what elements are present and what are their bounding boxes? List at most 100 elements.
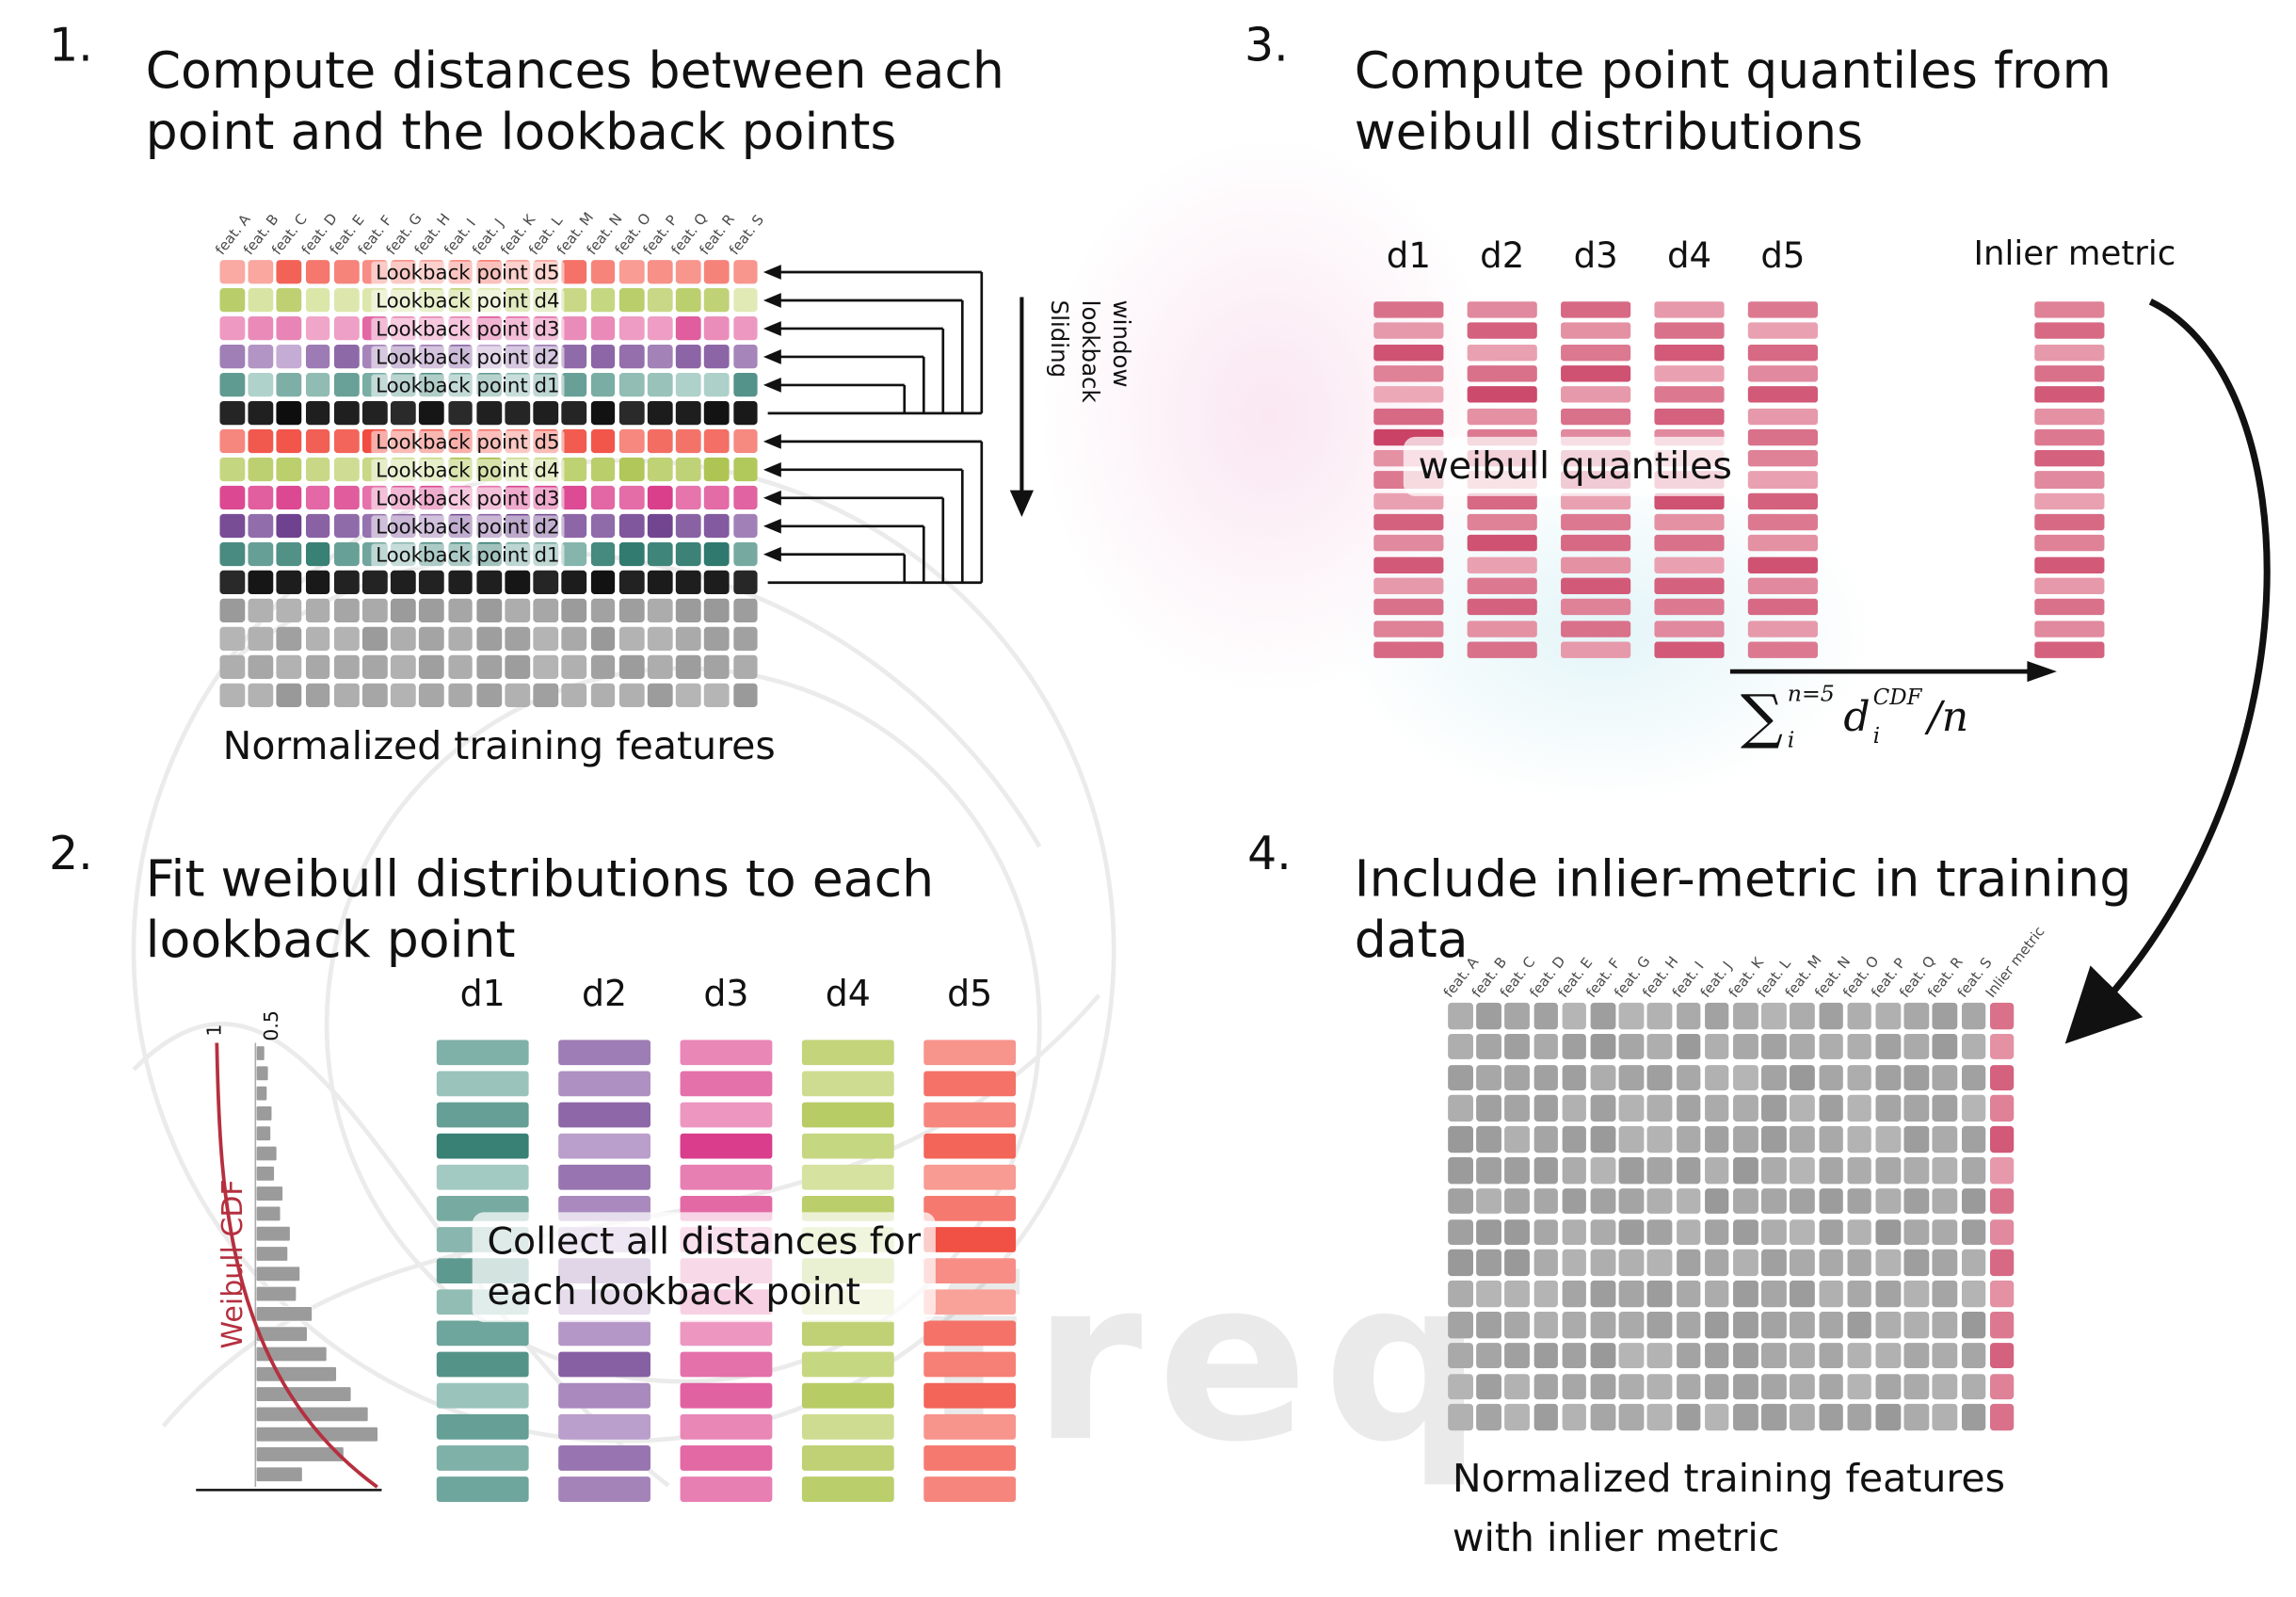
feature-cell: [1590, 1064, 1615, 1091]
quantile-bar: [1654, 513, 1725, 531]
feature-cell: [1961, 1126, 1986, 1153]
feature-cell: [1933, 1342, 1958, 1369]
feature-cell: [333, 372, 360, 397]
feature-cell: [1590, 1156, 1615, 1184]
feature-cell: [1476, 1033, 1501, 1060]
feature-cell: [248, 428, 274, 454]
quantile-bar: [1561, 301, 1631, 318]
feature-cell: [1733, 1250, 1758, 1277]
quantile-bar: [1561, 344, 1631, 362]
feature-cell: [1790, 1373, 1815, 1400]
feature-cell: [277, 541, 302, 567]
feature-cell: [1790, 1095, 1815, 1122]
feature-cell: [1448, 1404, 1473, 1431]
feature-cell: [333, 598, 360, 623]
feature-cell: [1761, 1033, 1787, 1060]
sum-limits: n=5 i: [1788, 683, 1835, 752]
feature-cell: [1618, 1187, 1645, 1215]
feature-cell: [219, 428, 245, 454]
feature-cell: [732, 288, 759, 313]
distance-bar: [801, 1351, 894, 1378]
feature-cell: [1875, 1095, 1901, 1122]
feature-cell: [305, 428, 330, 454]
feature-cell: [1676, 1342, 1701, 1369]
feature-cell: [1562, 1095, 1587, 1122]
quantile-bar: [1747, 344, 1818, 362]
feature-cell: [447, 626, 474, 652]
distance-bar: [436, 1476, 529, 1503]
quantile-bar: [1373, 577, 1444, 595]
feature-cell: [248, 513, 274, 539]
feature-cell: [590, 598, 616, 623]
feature-cell: [219, 598, 245, 623]
feature-cell: [1533, 1373, 1559, 1400]
feature-cell: [476, 654, 502, 680]
feature-cell: [1761, 1404, 1787, 1431]
feature-cell: [1618, 1126, 1645, 1153]
feature-cell: [1476, 1281, 1501, 1307]
quantile-bar: [1467, 556, 1537, 573]
distance-bar: [923, 1040, 1017, 1066]
feature-cell: [676, 428, 701, 454]
quantile-bar: [1373, 344, 1444, 362]
feature-cell: [333, 683, 360, 708]
feature-cell: [1704, 1342, 1729, 1369]
distance-bar: [558, 1040, 650, 1066]
feature-cell: [219, 372, 245, 397]
feature-cell: [704, 626, 730, 652]
inlier-metric-bar: [2034, 641, 2105, 658]
feature-cell: [1847, 1002, 1872, 1029]
feature-cell: [1790, 1187, 1815, 1215]
feature-cell: [277, 683, 302, 708]
feature-cell: [447, 598, 474, 623]
feature-cell: [561, 288, 587, 313]
distance-column-label: d4: [1666, 234, 1712, 277]
feature-cell: [1676, 1218, 1701, 1246]
feature-cell: [590, 260, 616, 284]
feature-cell: [1647, 1250, 1673, 1277]
feature-cell: [1647, 1312, 1673, 1338]
feature-cell: [618, 288, 645, 313]
quantile-bar: [1561, 322, 1631, 340]
feature-cell: [618, 541, 645, 567]
feature-cell: [1647, 1002, 1673, 1029]
feature-cell: [333, 288, 360, 313]
feature-cell: [476, 598, 502, 623]
feature-cell: [561, 400, 587, 426]
distance-bar: [558, 1071, 650, 1097]
quantile-bar: [1561, 408, 1631, 425]
feature-cell: [1562, 1312, 1587, 1338]
feature-cell: [1647, 1342, 1673, 1369]
feature-cell: [361, 626, 388, 652]
distance-bar: [436, 1102, 529, 1128]
feature-cell: [1818, 1156, 1844, 1184]
inlier-metric-cell: [1989, 1281, 2015, 1307]
feature-cell: [1903, 1218, 1929, 1246]
feature-cell: [533, 683, 559, 708]
feature-cell: [1448, 1342, 1473, 1369]
quantile-bar: [1561, 492, 1631, 509]
feature-cell: [1676, 1156, 1701, 1184]
feature-cell: [1704, 1002, 1729, 1029]
feature-cell: [1590, 1312, 1615, 1338]
feature-cell: [1875, 1404, 1901, 1431]
feature-cell: [1818, 1404, 1844, 1431]
quantile-bar: [1747, 599, 1818, 616]
feature-cell: [333, 513, 360, 539]
feature-cell: [590, 400, 616, 426]
feature-cell: [561, 570, 587, 595]
feature-cell: [732, 570, 759, 595]
inlier-metric-bar: [2034, 492, 2105, 509]
feature-cell: [618, 513, 645, 539]
feature-cell: [1647, 1156, 1673, 1184]
feature-cell: [248, 626, 274, 652]
feature-cell: [618, 428, 645, 454]
feature-cell: [1761, 1342, 1787, 1369]
feature-cell: [647, 288, 673, 313]
feature-cell: [1704, 1064, 1729, 1091]
weibull-quantiles-overlay: weibull quantiles: [1403, 436, 1747, 496]
quantile-bar: [1654, 322, 1725, 340]
feature-cell: [305, 598, 330, 623]
feature-cell: [533, 400, 559, 426]
